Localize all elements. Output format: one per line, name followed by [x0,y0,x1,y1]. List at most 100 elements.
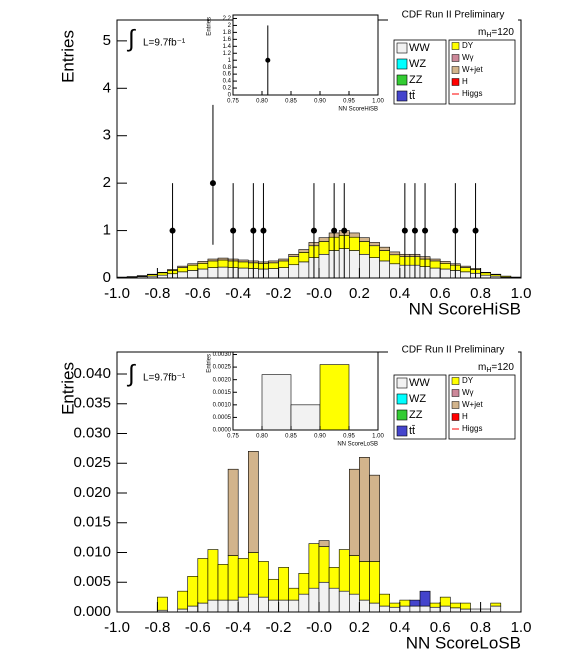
y-tick-label: 0.010 [73,543,111,560]
x-tick-label: 0.90 [314,99,326,105]
legend-swatch [451,389,460,397]
x-axis-label: NN ScoreLoSB [337,442,378,448]
histogram-bar [268,578,279,601]
histogram-bar [278,258,290,262]
histogram-bar [439,268,451,279]
data-point [341,227,348,234]
histogram-bar [187,263,199,266]
x-axis-label: NN ScoreHiSB [338,107,378,113]
histogram-bar [369,602,380,613]
histogram-bar [258,596,269,613]
legend-swatch [451,66,460,74]
legend-label: Wγ [462,53,474,62]
histogram-bar [157,272,168,276]
y-tick-label: 0.025 [73,454,111,471]
legend-label: WZ [409,58,426,70]
histogram-bar [318,241,330,255]
y-tick-label: 1.4 [223,44,232,50]
x-tick-label: 0.75 [227,434,239,440]
histogram-bar [348,468,360,556]
legend-label: DY [462,376,474,385]
chart-title: CDF Run II Preliminary [402,345,505,356]
y-tick-label: 1.2 [223,51,232,57]
histogram-bar [460,267,471,273]
y-tick-label: 4 [103,79,111,96]
y-tick-label: 3 [103,127,111,144]
legend-label: tt̄ [409,425,415,437]
histogram-bar [227,468,239,556]
x-tick-label: 0.80 [256,434,268,440]
histogram-bar [449,602,461,609]
x-tick-label: 1.0 [511,285,532,302]
legend-label: W+jet [462,65,483,74]
legend-swatch [451,401,460,409]
data-point [230,227,237,234]
histogram-bar [207,267,219,279]
histogram-bar [369,257,380,279]
histogram-bar [278,260,290,268]
x-tick-label: 0.2 [349,619,370,636]
legend-swatch [396,393,408,405]
data-point [310,227,317,234]
histogram-bar [319,364,350,431]
x-tick-label: 0.85 [285,434,297,440]
histogram-bar [288,256,300,266]
histogram-bar [449,607,461,613]
lumi-symbol: ∫ [126,360,136,387]
histogram-bar [429,602,441,608]
x-tick-label: -0.6 [185,285,211,302]
y-tick-label: 0.015 [73,514,111,531]
data-point [472,227,479,234]
histogram-bar [187,605,199,613]
lumi-symbol: ∫ [126,25,136,52]
x-tick-label: 1.0 [511,619,532,636]
data-point [452,227,459,234]
histogram-bar [207,599,219,613]
histogram-bar [409,599,421,607]
histogram-bar [217,266,229,279]
title-box [388,8,518,22]
histogram-bar [318,581,330,613]
histogram-bar [268,260,279,264]
histogram-bar [308,543,320,589]
y-tick-label: 1 [228,58,232,64]
histogram-bar [379,246,391,251]
histogram-bar [348,593,360,613]
histogram-bar [217,564,229,601]
histogram-bar [348,555,360,595]
histogram-bar [157,596,168,611]
legend-swatch [396,42,408,54]
inset-frame [233,15,378,95]
x-tick-label: 0.2 [349,285,370,302]
histogram-bar [248,451,259,553]
histogram-bar [359,241,370,255]
histogram-bar [379,250,391,262]
histogram-bar [248,593,259,613]
histogram-bar [278,267,290,279]
x-tick-label: 0.90 [314,434,326,440]
axes-frame [232,14,379,96]
legend-box [448,39,516,105]
histogram-bar [338,590,350,613]
histogram-bar [318,546,330,583]
histogram-bar [318,253,330,279]
legend-label: tt̄ [409,90,415,102]
histogram-bar [298,261,310,279]
histogram-bar [359,561,370,601]
data-point [209,180,216,187]
x-tick-label: 0.6 [430,619,451,636]
y-tick-label: 0.8 [223,65,232,71]
mass-subscript: H [486,367,491,374]
title-box [388,343,518,357]
y-tick-label: 1.6 [223,37,232,43]
histogram-bar [197,261,209,264]
histogram-bar [197,558,209,604]
legend-swatch [396,377,408,389]
x-tick-label: -0.8 [144,619,170,636]
histogram-bar [369,561,380,604]
histogram-bar [359,253,370,279]
mass-label: mH=120 [478,27,514,39]
histogram-bar [237,259,249,263]
histogram-bar [177,265,189,268]
data-point [411,227,418,234]
